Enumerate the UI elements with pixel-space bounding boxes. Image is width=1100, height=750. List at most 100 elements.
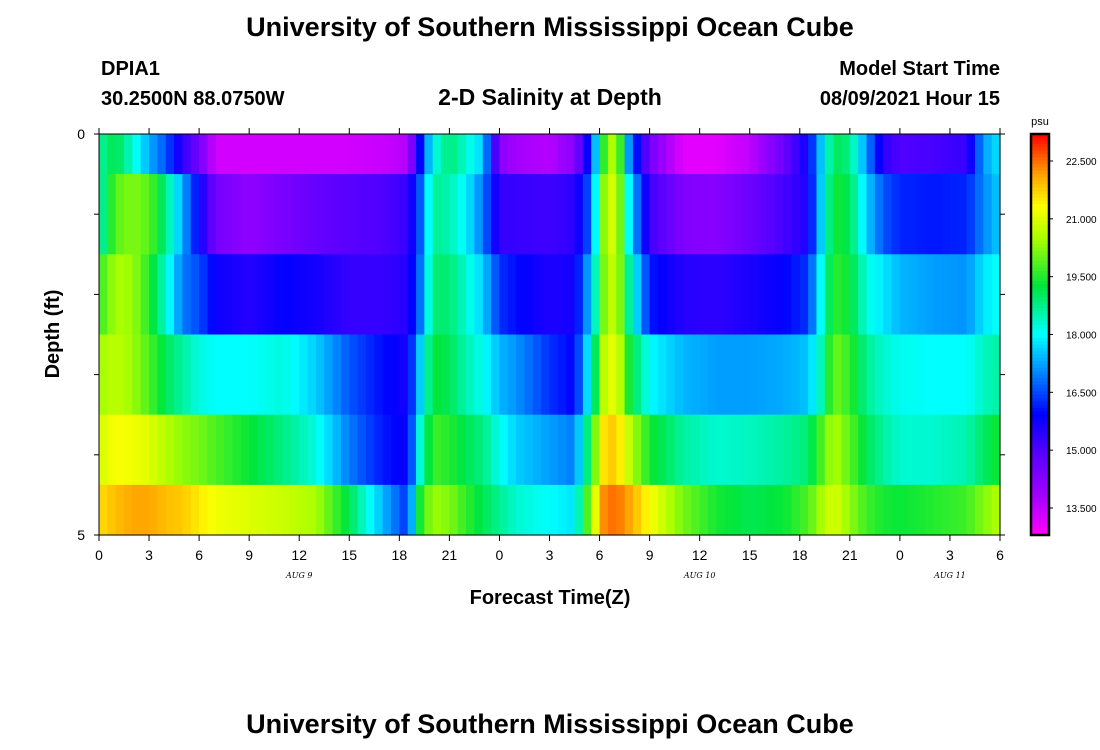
colorbar-tick-label: 22.500	[1066, 157, 1097, 168]
heatmap-cell	[791, 174, 801, 255]
heatmap-cell	[174, 134, 184, 175]
heatmap-cell	[591, 174, 601, 255]
colorbar-swatch	[1031, 180, 1049, 185]
heatmap-cell	[282, 254, 292, 336]
colorbar-swatch	[1031, 441, 1049, 446]
heatmap-cell	[566, 254, 576, 336]
heatmap-cell	[332, 134, 342, 175]
heatmap-cell	[407, 484, 417, 536]
heatmap-cell	[874, 134, 884, 175]
heatmap-cell	[641, 484, 651, 536]
heatmap-cell	[199, 174, 209, 255]
heatmap-cell	[165, 134, 175, 175]
heatmap-cell	[874, 254, 884, 336]
heatmap-cell	[941, 254, 951, 336]
heatmap-cell	[532, 134, 542, 175]
heatmap-cell	[190, 174, 200, 255]
heatmap-cell	[624, 134, 634, 175]
heatmap-cell	[974, 414, 984, 486]
heatmap-cell	[566, 174, 576, 255]
heatmap-cell	[207, 254, 217, 336]
heatmap-cell	[599, 134, 609, 175]
heatmap-cell	[599, 484, 609, 536]
heatmap-cell	[724, 484, 734, 536]
colorbar-swatch	[1031, 271, 1049, 275]
heatmap-cell	[791, 254, 801, 336]
heatmap-cell	[499, 414, 509, 486]
heatmap-cell	[365, 254, 375, 336]
heatmap-cell	[783, 414, 793, 486]
heatmap-cell	[491, 174, 501, 255]
heatmap-cell	[124, 484, 133, 536]
heatmap-cell	[199, 334, 209, 416]
heatmap-cell	[741, 254, 751, 336]
y-tick-label: 5	[77, 527, 85, 543]
colorbar-swatch	[1031, 220, 1049, 225]
heatmap-cell	[432, 254, 442, 336]
heatmap-cell	[140, 414, 150, 486]
heatmap-cell	[224, 134, 234, 175]
colorbar-swatch	[1031, 317, 1049, 322]
colorbar-swatch	[1031, 291, 1049, 295]
heatmap-cell	[616, 254, 626, 336]
heatmap-cell	[474, 174, 484, 255]
heatmap-cell	[307, 134, 317, 175]
heatmap-cell	[724, 174, 734, 255]
colorbar-swatch	[1031, 160, 1049, 165]
heatmap-cell	[641, 254, 651, 336]
colorbar-swatch	[1031, 140, 1049, 145]
heatmap-cell	[682, 174, 692, 255]
colorbar-swatch	[1031, 508, 1049, 513]
heatmap-cell	[507, 134, 517, 175]
heatmap-cell	[182, 254, 192, 336]
heatmap-cell	[824, 254, 834, 336]
colorbar-swatch	[1031, 311, 1049, 316]
heatmap-cell	[482, 174, 492, 255]
heatmap-row	[99, 334, 1001, 416]
station-id: DPIA1	[101, 58, 160, 80]
heatmap-cell	[416, 484, 425, 536]
heatmap-cell	[557, 484, 567, 536]
heatmap-cell	[507, 334, 517, 416]
colorbar-swatch	[1031, 227, 1049, 232]
heatmap-cell	[516, 484, 526, 536]
heatmap-cell	[657, 414, 667, 486]
heatmap-cell	[390, 174, 400, 255]
heatmap-cell	[541, 334, 551, 416]
heatmap-cell	[749, 254, 759, 336]
heatmap-cell	[883, 174, 893, 255]
heatmap-cell	[774, 414, 784, 486]
heatmap-cell	[115, 134, 125, 175]
heatmap-cell	[891, 414, 901, 486]
colorbar-swatch	[1031, 458, 1049, 463]
colorbar-swatch	[1031, 244, 1049, 249]
heatmap-cell	[641, 414, 651, 486]
colorbar-swatch	[1031, 214, 1049, 219]
heatmap-cell	[649, 334, 659, 416]
heatmap-cell	[274, 484, 284, 536]
heatmap-cell	[390, 334, 400, 416]
heatmap-cell	[841, 414, 851, 486]
heatmap-cell	[799, 484, 809, 536]
x-axis-label: Forecast Time(Z)	[470, 587, 631, 609]
heatmap-cell	[165, 414, 175, 486]
heatmap-cell	[491, 134, 501, 175]
heatmap-cell	[916, 334, 926, 416]
heatmap-cell	[841, 254, 851, 336]
heatmap-cell	[783, 174, 793, 255]
heatmap-cell	[390, 414, 400, 486]
heatmap-cell	[382, 134, 392, 175]
heatmap-cell	[107, 134, 117, 175]
heatmap-cell	[207, 334, 217, 416]
heatmap-cell	[916, 134, 926, 175]
heatmap-cell	[265, 174, 275, 255]
heatmap-cell	[708, 134, 717, 175]
station-coordinates: 30.2500N 88.0750W	[101, 88, 285, 110]
heatmap-cell	[365, 174, 375, 255]
heatmap-cell	[149, 484, 158, 536]
heatmap-cell	[766, 414, 776, 486]
heatmap-cell	[866, 414, 876, 486]
heatmap-cell	[265, 334, 275, 416]
heatmap-cell	[182, 334, 192, 416]
heatmap-cell	[774, 254, 784, 336]
